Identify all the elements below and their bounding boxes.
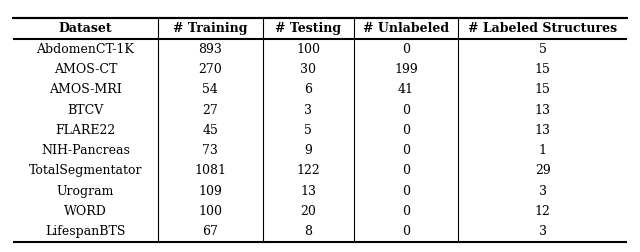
Text: # Labeled Structures: # Labeled Structures [468, 22, 618, 35]
Text: 13: 13 [300, 185, 316, 198]
Text: # Training: # Training [173, 22, 248, 35]
Text: 41: 41 [398, 83, 414, 96]
Text: 0: 0 [402, 104, 410, 117]
Text: 0: 0 [402, 205, 410, 218]
Text: 0: 0 [402, 185, 410, 198]
Text: TotalSegmentator: TotalSegmentator [29, 164, 142, 177]
Text: 122: 122 [296, 164, 320, 177]
Text: 8: 8 [304, 225, 312, 238]
Text: WORD: WORD [64, 205, 107, 218]
Text: 1: 1 [539, 144, 547, 157]
Text: Urogram: Urogram [57, 185, 114, 198]
Text: 0: 0 [402, 124, 410, 137]
Text: 54: 54 [202, 83, 218, 96]
Text: 0: 0 [402, 144, 410, 157]
Text: 15: 15 [535, 83, 551, 96]
Text: 13: 13 [535, 124, 551, 137]
Text: 0: 0 [402, 225, 410, 238]
Text: 12: 12 [535, 205, 551, 218]
Text: 30: 30 [300, 63, 316, 76]
Text: 270: 270 [198, 63, 222, 76]
Text: 73: 73 [202, 144, 218, 157]
Text: 5: 5 [539, 43, 547, 56]
Text: 13: 13 [535, 104, 551, 117]
Text: LifespanBTS: LifespanBTS [45, 225, 125, 238]
Text: 893: 893 [198, 43, 222, 56]
Text: 3: 3 [539, 185, 547, 198]
Text: NIH-Pancreas: NIH-Pancreas [41, 144, 130, 157]
Text: # Unlabeled: # Unlabeled [363, 22, 449, 35]
Text: FLARE22: FLARE22 [55, 124, 115, 137]
Text: 1081: 1081 [195, 164, 227, 177]
Text: 67: 67 [202, 225, 218, 238]
Text: 6: 6 [304, 83, 312, 96]
Text: 20: 20 [300, 205, 316, 218]
Text: AbdomenCT-1K: AbdomenCT-1K [36, 43, 134, 56]
Text: 100: 100 [198, 205, 222, 218]
Text: 109: 109 [198, 185, 222, 198]
Text: 3: 3 [304, 104, 312, 117]
Text: 3: 3 [539, 225, 547, 238]
Text: 100: 100 [296, 43, 320, 56]
Text: 29: 29 [535, 164, 550, 177]
Text: AMOS-MRI: AMOS-MRI [49, 83, 122, 96]
Text: 199: 199 [394, 63, 418, 76]
Text: 5: 5 [304, 124, 312, 137]
Text: 15: 15 [535, 63, 551, 76]
Text: BTCV: BTCV [67, 104, 104, 117]
Text: 0: 0 [402, 43, 410, 56]
Text: 0: 0 [402, 164, 410, 177]
Text: Dataset: Dataset [59, 22, 112, 35]
Text: # Testing: # Testing [275, 22, 341, 35]
Text: 9: 9 [304, 144, 312, 157]
Text: 45: 45 [202, 124, 218, 137]
Text: AMOS-CT: AMOS-CT [54, 63, 117, 76]
Text: 27: 27 [202, 104, 218, 117]
